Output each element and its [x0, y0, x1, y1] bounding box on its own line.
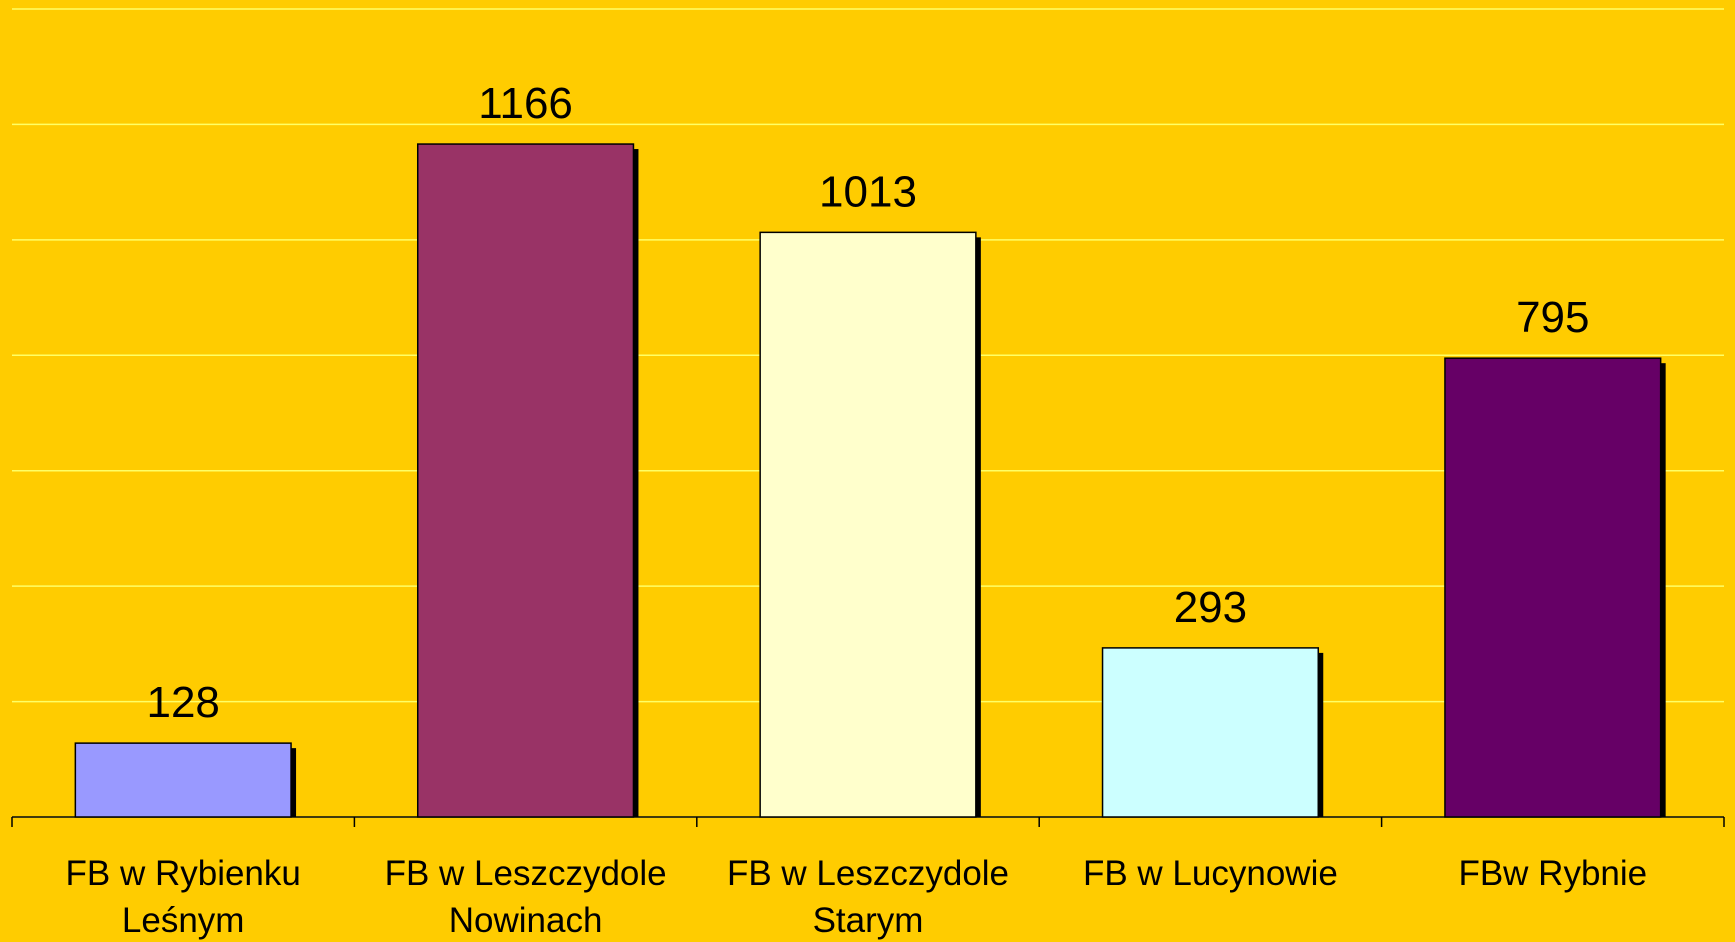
- x-tick-label: FB w Lucynowie: [1083, 854, 1338, 893]
- bar: [1444, 357, 1662, 818]
- value-label: 795: [1516, 293, 1589, 342]
- value-label: 293: [1174, 583, 1247, 632]
- bar: [416, 143, 635, 818]
- bar: [759, 231, 977, 818]
- bar: [1101, 647, 1320, 818]
- x-tick-label: FBw Rybnie: [1458, 854, 1647, 893]
- value-label: 1013: [819, 167, 917, 216]
- value-label: 1166: [478, 79, 573, 128]
- x-tick-label: Leśnym: [122, 901, 245, 940]
- x-tick-label: FB w Leszczydole: [727, 854, 1009, 893]
- x-tick-label: FB w Leszczydole: [385, 854, 667, 893]
- value-label: 128: [146, 678, 219, 727]
- bar: [74, 742, 292, 818]
- x-tick-label: Nowinach: [449, 901, 603, 940]
- x-tick-label: Starym: [813, 901, 924, 940]
- x-tick-label: FB w Rybienku: [66, 854, 301, 893]
